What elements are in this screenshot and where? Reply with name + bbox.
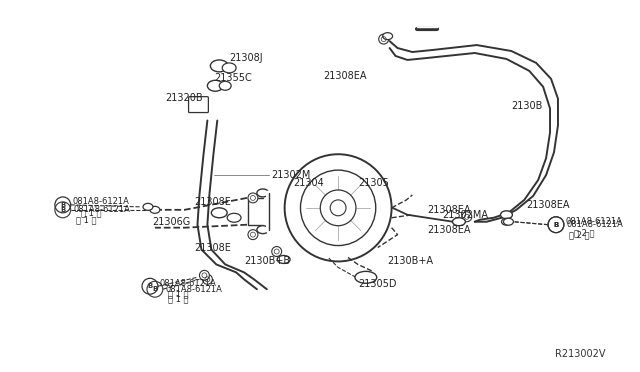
Text: R213002V: R213002V (555, 349, 605, 359)
Ellipse shape (150, 206, 160, 213)
Ellipse shape (502, 218, 511, 225)
Ellipse shape (277, 256, 290, 263)
Text: 081A8-6121A: 081A8-6121A (566, 217, 623, 226)
Text: 21308EA: 21308EA (428, 225, 471, 235)
Text: 〈 1 〉: 〈 1 〉 (168, 295, 188, 304)
Ellipse shape (211, 208, 227, 218)
Ellipse shape (500, 211, 513, 219)
Text: 〈 1 〉: 〈 1 〉 (76, 215, 96, 224)
Circle shape (379, 34, 388, 44)
Ellipse shape (220, 81, 231, 90)
Text: B: B (554, 222, 559, 228)
Text: 21305: 21305 (358, 178, 388, 188)
Text: 21308EA: 21308EA (526, 200, 570, 210)
Text: 081A8-6121A: 081A8-6121A (166, 285, 223, 294)
Text: 21306G: 21306G (152, 217, 190, 227)
Text: 21308EA: 21308EA (323, 71, 367, 81)
Text: 21320B: 21320B (164, 93, 202, 103)
Circle shape (200, 270, 209, 280)
Text: B: B (152, 286, 157, 292)
Circle shape (248, 230, 258, 240)
Ellipse shape (222, 63, 236, 73)
Text: 21304: 21304 (294, 178, 324, 188)
Circle shape (272, 247, 282, 256)
Text: 2130B+B: 2130B+B (244, 256, 290, 266)
Ellipse shape (452, 218, 465, 226)
Ellipse shape (257, 226, 269, 234)
Text: 21355C: 21355C (214, 73, 252, 83)
Text: 081A8-6121A: 081A8-6121A (74, 205, 131, 214)
Circle shape (248, 193, 258, 203)
Ellipse shape (143, 203, 153, 210)
Circle shape (202, 274, 212, 284)
Text: B: B (147, 283, 152, 289)
Text: 21308EA: 21308EA (428, 205, 471, 215)
Text: B: B (554, 222, 559, 228)
Text: 〈 1 〉: 〈 1 〉 (81, 208, 101, 217)
Text: 〈 2 〉: 〈 2 〉 (569, 230, 589, 239)
Ellipse shape (355, 271, 377, 283)
Text: 081A8-6121A: 081A8-6121A (160, 279, 217, 288)
Text: 2130B+A: 2130B+A (388, 256, 434, 266)
Text: 21302MA: 21302MA (442, 210, 488, 220)
Text: 21308E: 21308E (195, 197, 232, 207)
Ellipse shape (211, 60, 228, 72)
Ellipse shape (227, 213, 241, 222)
Text: 081A8-6121A: 081A8-6121A (73, 198, 129, 206)
Ellipse shape (207, 80, 223, 91)
Ellipse shape (383, 33, 392, 39)
Text: 〈 1 〉: 〈 1 〉 (168, 290, 188, 299)
Text: 〈 2 〉: 〈 2 〉 (574, 228, 595, 237)
Text: 21308J: 21308J (229, 53, 263, 63)
Text: B: B (60, 202, 65, 208)
Ellipse shape (257, 189, 269, 197)
Ellipse shape (504, 218, 513, 225)
Text: 081A8-6121A: 081A8-6121A (567, 220, 624, 229)
Circle shape (462, 212, 472, 222)
Text: 21308E: 21308E (195, 243, 232, 253)
Text: 21305D: 21305D (358, 279, 396, 289)
FancyBboxPatch shape (189, 97, 209, 113)
Text: B: B (60, 207, 65, 213)
Text: 2130B: 2130B (511, 100, 543, 110)
Text: 21302M: 21302M (271, 170, 310, 180)
